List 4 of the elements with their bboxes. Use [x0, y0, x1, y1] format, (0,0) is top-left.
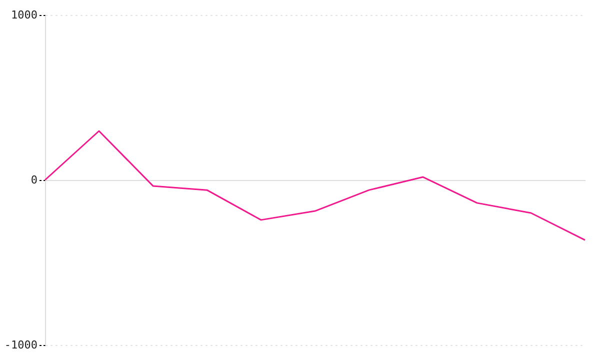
y-tick-label: 1000 — [11, 8, 38, 22]
y-tick-label: -1000 — [4, 338, 38, 352]
line-series — [44, 130, 586, 241]
y-tick-label: 0 — [30, 174, 38, 186]
